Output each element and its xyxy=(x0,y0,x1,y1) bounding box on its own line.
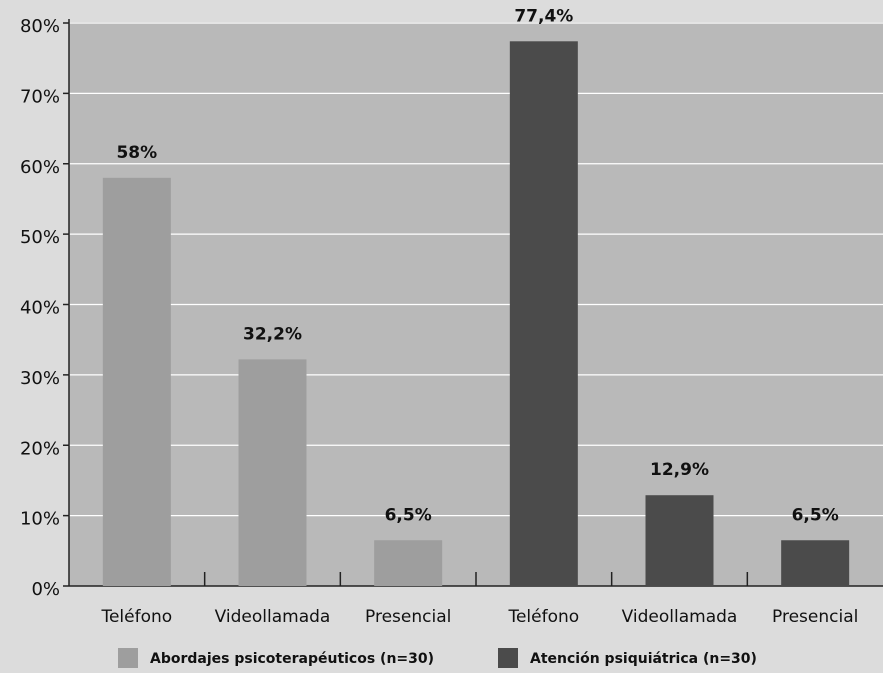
y-tick-label: 20% xyxy=(20,438,60,459)
bar xyxy=(374,540,443,586)
legend-label: Atención psiquiátrica (n=30) xyxy=(530,651,757,667)
value-label: 12,9% xyxy=(650,460,709,480)
bar xyxy=(238,359,307,586)
legend-swatch xyxy=(118,648,138,668)
x-tick-label: Presencial xyxy=(772,607,858,627)
value-label: 6,5% xyxy=(385,505,432,525)
y-tick-label: 0% xyxy=(31,579,60,600)
x-tick-label: Teléfono xyxy=(507,607,579,627)
bar xyxy=(102,177,171,586)
y-tick-label: 70% xyxy=(20,86,60,107)
bar xyxy=(645,495,714,586)
value-label: 32,2% xyxy=(243,324,302,344)
x-tick-label: Teléfono xyxy=(100,607,172,627)
y-tick-label: 40% xyxy=(20,298,60,319)
y-tick-label: 60% xyxy=(20,157,60,178)
x-tick-label: Videollamada xyxy=(215,607,331,627)
value-label: 6,5% xyxy=(792,505,839,525)
y-tick-label: 30% xyxy=(20,368,60,389)
x-tick-label: Videollamada xyxy=(622,607,738,627)
y-tick-label: 10% xyxy=(20,509,60,530)
x-tick-label: Presencial xyxy=(365,607,451,627)
value-label: 77,4% xyxy=(514,6,573,26)
bar xyxy=(509,41,578,587)
value-label: 58% xyxy=(116,143,157,163)
legend-swatch xyxy=(498,648,518,668)
bar xyxy=(781,540,850,586)
y-tick-label: 80% xyxy=(20,16,60,37)
legend-label: Abordajes psicoterapéuticos (n=30) xyxy=(150,651,434,667)
y-tick-label: 50% xyxy=(20,227,60,248)
